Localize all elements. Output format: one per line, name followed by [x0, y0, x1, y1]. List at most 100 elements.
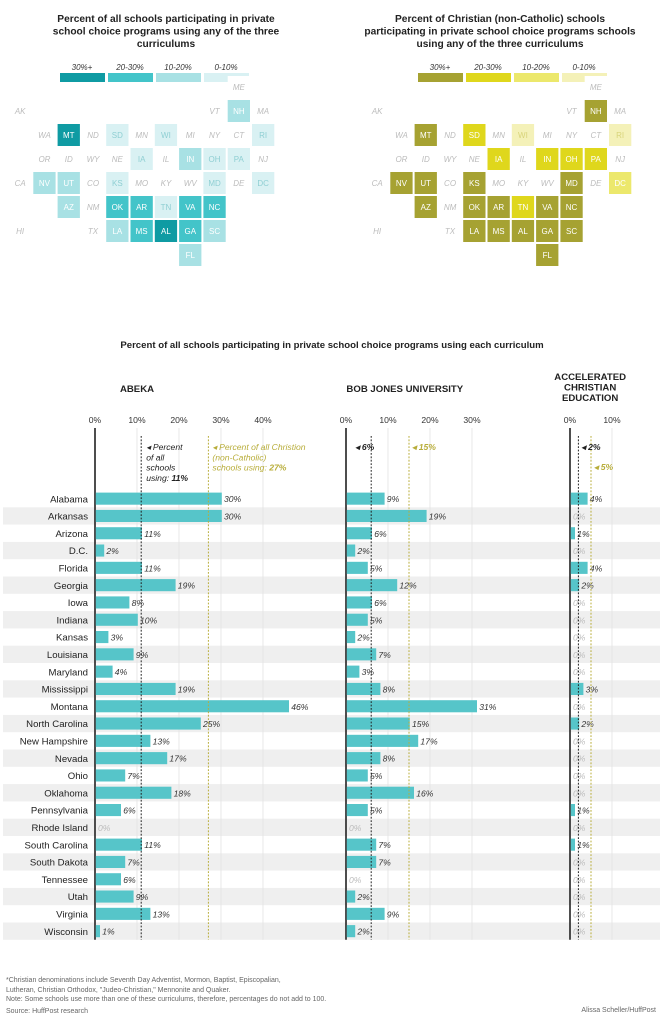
legend-label: 30%+ [72, 63, 93, 72]
value-label: 2% [356, 633, 370, 643]
bar [346, 544, 356, 557]
panel-title: CHRISTIAN [564, 383, 616, 394]
tile-label: WY [87, 155, 101, 164]
tile-label: NE [469, 155, 481, 164]
panel-title: EDUCATION [562, 393, 618, 404]
tile-fill [560, 148, 583, 170]
panel-title: ACCELERATED [554, 372, 626, 383]
tile-label: KS [469, 179, 480, 188]
bar [346, 838, 377, 851]
tile-fill [584, 76, 607, 98]
legend-swatch [514, 73, 559, 82]
tile-nj: NJ [609, 148, 632, 170]
tile-fl: FL [536, 244, 559, 266]
tile-label: NM [444, 203, 457, 212]
tile-fill [366, 220, 389, 242]
tile-label: WY [444, 155, 458, 164]
value-label: 11% [144, 529, 161, 539]
legend-label: 10-20% [164, 63, 192, 72]
category-label: Montana [51, 702, 89, 713]
tile-pa: PA [584, 148, 607, 170]
tile-sd: SD [463, 124, 486, 146]
tile-fill [106, 148, 129, 170]
tile-fill [438, 196, 462, 218]
tile-hi: HI [366, 220, 389, 242]
tile-ri: RI [252, 124, 275, 146]
tile-label: OK [469, 203, 481, 212]
value-label: 0% [573, 858, 586, 868]
tile-label: NC [566, 203, 578, 212]
tile-map-2: Percent of Christian (non-Catholic) scho… [364, 14, 636, 266]
tile-fill [536, 220, 559, 242]
category-label: South Dakota [30, 858, 89, 869]
bar [346, 527, 372, 540]
tile-fill [130, 196, 153, 218]
tile-fill [536, 196, 559, 218]
tile-tn: TN [511, 196, 535, 218]
value-label: 13% [153, 736, 171, 746]
tile-ak: AK [366, 100, 389, 122]
tile-fill [179, 172, 202, 194]
bar [346, 786, 414, 799]
tile-label: NY [566, 131, 578, 140]
category-label: Virginia [56, 910, 88, 921]
value-label: 3% [111, 633, 124, 643]
bar [95, 631, 109, 644]
tile-id: ID [414, 148, 437, 170]
legend-swatch [108, 73, 153, 82]
tile-fill [390, 172, 413, 194]
tile-in: IN [179, 148, 202, 170]
tile-ma: MA [609, 100, 632, 122]
tile-ut: UT [414, 172, 437, 194]
tile-fill [536, 244, 559, 266]
value-label: 0% [573, 633, 586, 643]
tick-label: 0% [564, 415, 577, 425]
category-label: Kansas [56, 633, 88, 644]
panel-title: ABEKA [120, 384, 154, 395]
tile-label: SD [112, 131, 123, 140]
tile-fill [463, 220, 486, 242]
tile-fill [252, 124, 275, 146]
tile-label: OH [566, 155, 578, 164]
panel-2: BOB JONES UNIVERSITY 0% 10% 20% 30% 9% 19% 6% 2%… [340, 384, 497, 940]
value-label: 19% [178, 581, 196, 591]
tile-label: AR [136, 203, 147, 212]
tile-md: MD [203, 172, 226, 194]
bar [95, 734, 151, 747]
tile-label: MA [614, 107, 626, 116]
value-label: 15% [412, 719, 430, 729]
bar [346, 631, 356, 644]
tile-label: NY [209, 131, 221, 140]
tile-fill [536, 148, 559, 170]
tile-label: ME [590, 83, 603, 92]
tile-nv: NV [390, 172, 413, 194]
value-label: 2% [580, 719, 594, 729]
value-label: 6% [374, 598, 387, 608]
ref-christian-label: ◂ 5% [594, 462, 613, 472]
tile-ms: MS [487, 220, 510, 242]
legend-swatch [204, 73, 249, 82]
tile-label: IL [520, 155, 527, 164]
tile-fill [536, 124, 559, 146]
tile-fill [81, 148, 105, 170]
tile-fill [414, 172, 437, 194]
tile-vt: VT [203, 100, 226, 122]
bar [95, 527, 142, 540]
bar [346, 907, 385, 920]
tile-label: IA [138, 155, 146, 164]
tile-me: ME [584, 76, 607, 98]
tile-fill [57, 172, 80, 194]
bar [346, 752, 381, 765]
value-label: 0% [349, 823, 362, 833]
tile-mo: MO [130, 172, 153, 194]
tile-fill [227, 100, 250, 122]
tile-label: ME [233, 83, 246, 92]
bar [95, 682, 176, 695]
legend-label: 0-10% [572, 63, 595, 72]
tile-label: PA [591, 155, 602, 164]
tile-fill [252, 148, 275, 170]
tile-ga: GA [536, 220, 559, 242]
tile-label: MO [135, 179, 148, 188]
credit: Alissa Scheller/HuffPost [581, 1007, 656, 1014]
tile-ks: KS [106, 172, 129, 194]
